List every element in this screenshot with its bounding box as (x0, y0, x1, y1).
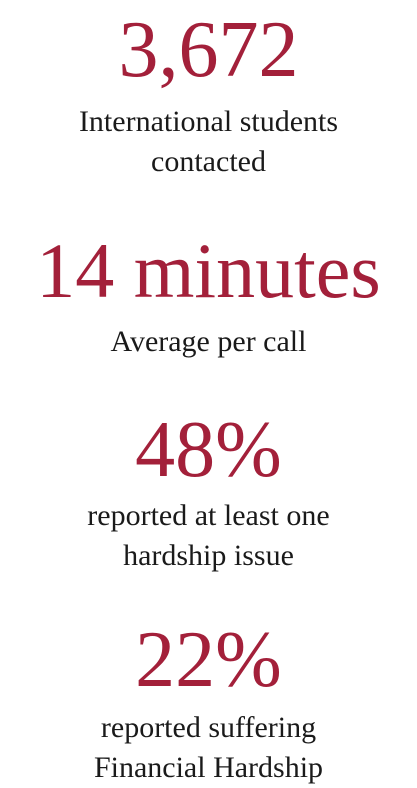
stat-caption-line: contacted (151, 145, 266, 178)
stat-figure: 48% (135, 406, 282, 494)
stat-caption-line: Average per call (110, 325, 307, 358)
stat-caption-line: reported at least one (87, 499, 330, 532)
stat-caption-line: Financial Hardship (93, 751, 324, 784)
stat-caption-line: hardship issue (123, 539, 294, 572)
stat-caption: Average per call (0, 322, 417, 362)
stat-figure: 14 minutes (36, 227, 381, 314)
stat-caption: International students contacted (0, 102, 417, 182)
stat-caption: reported at least one hardship issue (0, 496, 417, 576)
stat-figure: 3,672 (118, 6, 299, 94)
stat-average-call-time: 14 minutes Average per call (0, 232, 417, 362)
stat-caption-line: reported suffering (100, 711, 317, 744)
stat-financial-hardship: 22% reported suffering Financial Hardshi… (0, 620, 417, 788)
stat-students-contacted: 3,672 International students contacted (0, 10, 417, 182)
stat-hardship-issue: 48% reported at least one hardship issue (0, 410, 417, 576)
stat-caption-line: International students (78, 105, 339, 138)
stat-figure: 22% (135, 616, 282, 704)
stat-caption: reported suffering Financial Hardship (0, 708, 417, 788)
